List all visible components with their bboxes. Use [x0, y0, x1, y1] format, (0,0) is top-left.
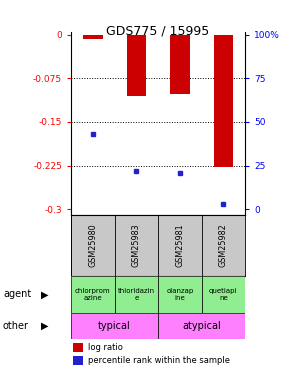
- Text: atypical: atypical: [182, 321, 221, 331]
- Text: quetiapi
ne: quetiapi ne: [209, 288, 238, 300]
- Bar: [202, 215, 245, 276]
- Bar: [158, 276, 202, 313]
- Text: ▶: ▶: [41, 321, 49, 331]
- Text: ▶: ▶: [41, 289, 49, 299]
- Bar: [71, 276, 115, 313]
- Bar: [71, 215, 115, 276]
- Bar: [126, 35, 146, 96]
- Bar: [115, 276, 158, 313]
- Text: olanzap
ine: olanzap ine: [166, 288, 193, 300]
- Text: GDS775 / 15995: GDS775 / 15995: [106, 24, 210, 38]
- Bar: [213, 35, 233, 167]
- Text: percentile rank within the sample: percentile rank within the sample: [88, 356, 231, 365]
- Bar: [202, 276, 245, 313]
- Bar: [158, 313, 245, 339]
- Text: chlorprom
azine: chlorprom azine: [75, 288, 110, 300]
- Text: thioridazin
e: thioridazin e: [118, 288, 155, 300]
- Text: GSM25981: GSM25981: [175, 224, 184, 267]
- Bar: [71, 313, 158, 339]
- Bar: [170, 35, 190, 94]
- Text: other: other: [3, 321, 29, 331]
- Bar: [115, 215, 158, 276]
- Text: typical: typical: [98, 321, 131, 331]
- Bar: [83, 35, 103, 39]
- Bar: [73, 356, 83, 364]
- Text: agent: agent: [3, 289, 31, 299]
- Bar: [158, 215, 202, 276]
- Bar: [73, 343, 83, 352]
- Text: GSM25980: GSM25980: [88, 224, 97, 267]
- Text: log ratio: log ratio: [88, 343, 123, 352]
- Text: GSM25983: GSM25983: [132, 224, 141, 267]
- Text: GSM25982: GSM25982: [219, 224, 228, 267]
